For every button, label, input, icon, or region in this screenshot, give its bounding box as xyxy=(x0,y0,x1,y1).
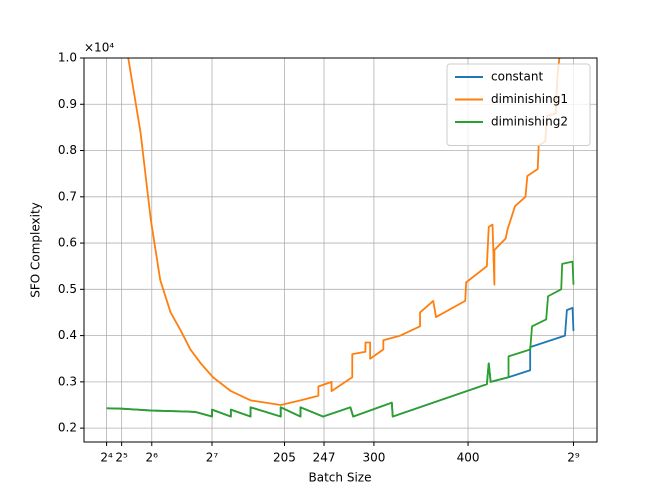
y-tick-label: 0.3 xyxy=(58,374,77,388)
y-multiplier: ×10⁴ xyxy=(84,41,114,55)
x-tick-label: 300 xyxy=(362,451,385,465)
x-tick-label: 247 xyxy=(313,451,336,465)
x-tick-label: 205 xyxy=(273,451,296,465)
legend-label: diminishing2 xyxy=(491,115,568,129)
x-tick-label: 2⁹ xyxy=(567,451,580,465)
y-tick-label: 0.9 xyxy=(58,97,77,111)
x-tick-label: 2⁶ xyxy=(146,451,159,465)
y-tick-label: 0.4 xyxy=(58,328,77,342)
y-tick-label: 1.0 xyxy=(58,51,77,65)
y-tick-label: 0.6 xyxy=(58,236,77,250)
x-axis-label: Batch Size xyxy=(309,471,372,485)
y-tick-label: 0.8 xyxy=(58,143,77,157)
x-tick-label: 400 xyxy=(457,451,480,465)
y-tick-label: 0.7 xyxy=(58,189,77,203)
x-tick-label: 2⁷ xyxy=(206,451,219,465)
x-tick-label: 2⁵ xyxy=(115,451,128,465)
x-tick-label: 2⁴ xyxy=(100,451,113,465)
line-series xyxy=(127,58,561,406)
plot-frame xyxy=(83,57,598,443)
y-axis-label: SFO Complexity xyxy=(29,202,43,298)
y-tick-label: 0.2 xyxy=(58,421,77,435)
line-series xyxy=(106,260,575,418)
legend-label: diminishing1 xyxy=(491,92,568,106)
legend-label: constant xyxy=(491,70,543,84)
legend-box xyxy=(446,63,591,146)
y-tick-label: 0.5 xyxy=(58,282,77,296)
